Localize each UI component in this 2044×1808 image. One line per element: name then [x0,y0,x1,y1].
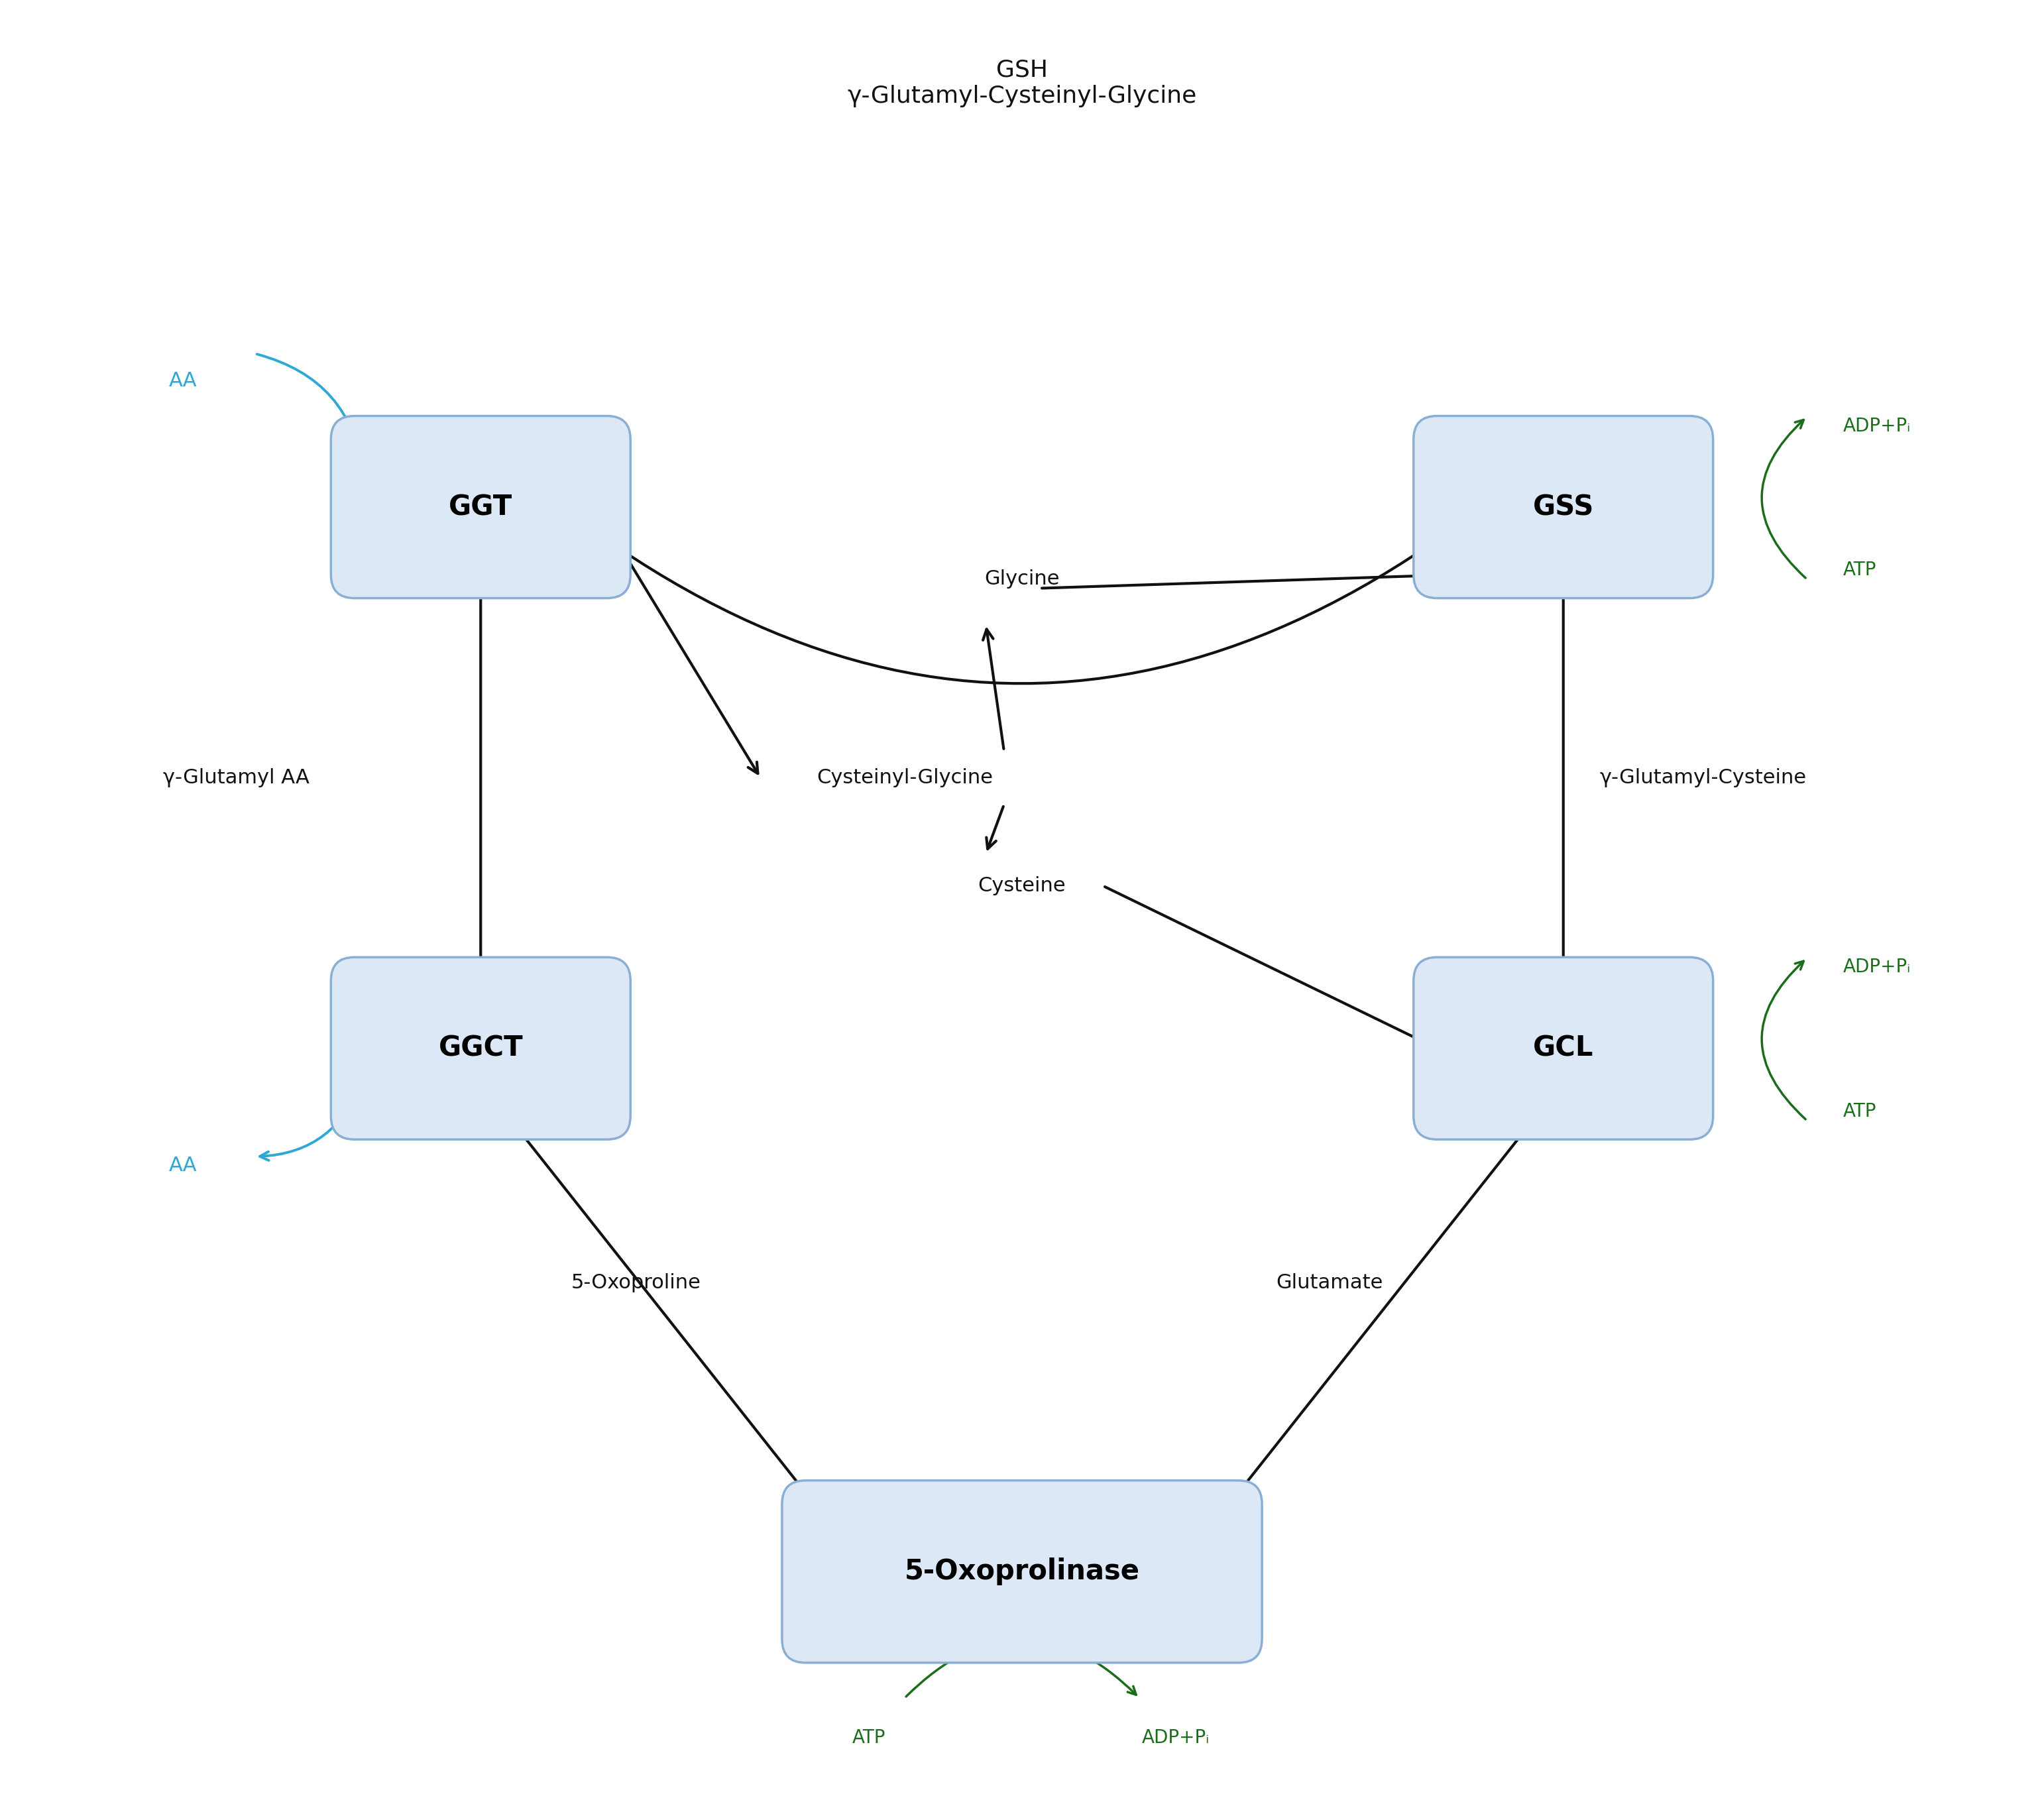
FancyBboxPatch shape [331,416,630,598]
FancyBboxPatch shape [331,956,630,1139]
Text: GGT: GGT [450,494,513,521]
Text: GCL: GCL [1533,1034,1594,1063]
Text: GSS: GSS [1533,494,1594,521]
Text: GGCT: GGCT [437,1034,523,1063]
Text: ADP+Pᵢ: ADP+Pᵢ [1844,416,1911,436]
FancyBboxPatch shape [783,1481,1261,1663]
FancyBboxPatch shape [1414,416,1713,598]
Text: 5-Oxoprolinase: 5-Oxoprolinase [903,1558,1141,1586]
Text: ADP+Pᵢ: ADP+Pᵢ [1141,1728,1210,1747]
Text: ATP: ATP [852,1728,885,1747]
Text: AA: AA [170,1155,196,1175]
FancyBboxPatch shape [1414,956,1713,1139]
Text: AA: AA [170,371,196,391]
Text: Cysteine: Cysteine [977,877,1067,895]
Text: 5-Oxoproline: 5-Oxoproline [570,1273,701,1293]
Text: Cysteinyl-Glycine: Cysteinyl-Glycine [816,768,993,786]
Text: ATP: ATP [1844,560,1876,580]
Text: ATP: ATP [1844,1103,1876,1121]
Text: Glutamate: Glutamate [1275,1273,1384,1293]
Text: Glycine: Glycine [985,570,1059,589]
Text: γ-Glutamyl AA: γ-Glutamyl AA [164,768,309,786]
Text: GSH
γ-Glutamyl-Cysteinyl-Glycine: GSH γ-Glutamyl-Cysteinyl-Glycine [848,58,1196,107]
Text: ADP+Pᵢ: ADP+Pᵢ [1844,958,1911,976]
Text: γ-Glutamyl-Cysteine: γ-Glutamyl-Cysteine [1598,768,1807,786]
